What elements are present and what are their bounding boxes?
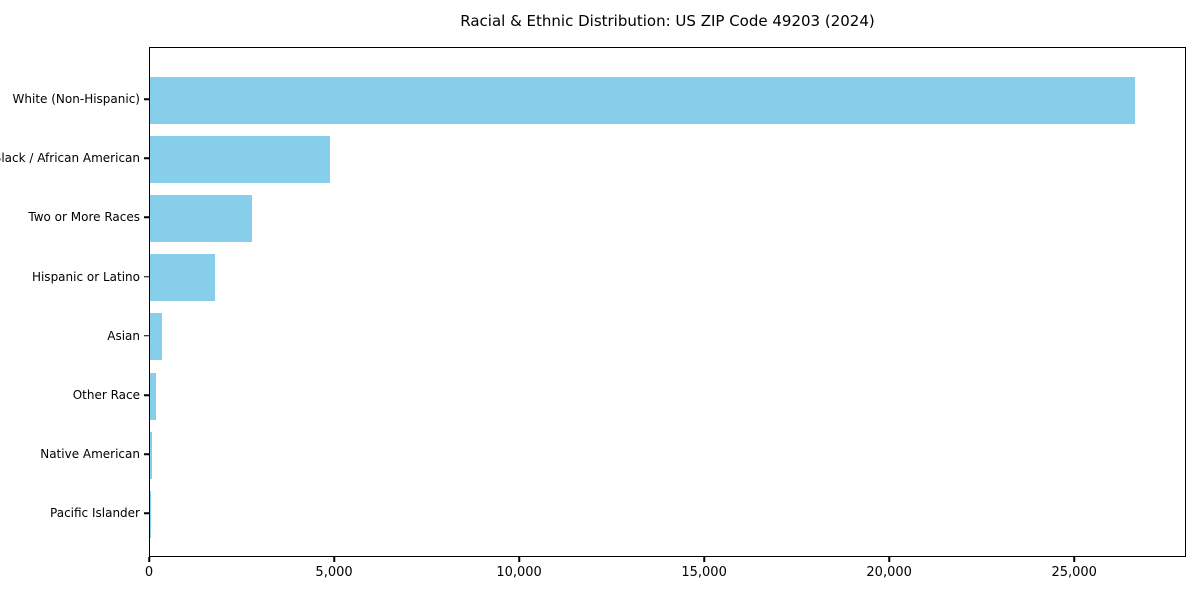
bar-hispanic-or-latino: [150, 254, 215, 302]
chart-title: Racial & Ethnic Distribution: US ZIP Cod…: [460, 12, 875, 30]
y-tick-mark: [144, 98, 149, 100]
x-tick-mark: [518, 557, 520, 562]
y-label-other-race: Other Race: [72, 388, 140, 402]
x-tick-label: 20,000: [866, 565, 912, 580]
x-tick-label: 25,000: [1051, 565, 1097, 580]
x-axis: 0 5,000 10,000 15,000 20,000 25,000: [145, 557, 1186, 597]
y-label-asian: Asian: [107, 328, 140, 343]
y-tick-mark: [144, 157, 149, 159]
y-label-native-american: Native American: [40, 447, 140, 462]
x-tick-label: 15,000: [681, 565, 727, 580]
bar-asian: [150, 313, 162, 361]
x-tick-label: 0: [144, 565, 154, 580]
plot-area: [149, 47, 1186, 557]
y-label-pacific-islander: Pacific Islander: [50, 506, 140, 521]
x-tick-mark: [1073, 557, 1075, 562]
y-tick-mark: [144, 335, 149, 337]
y-label-hispanic-or-latino: Hispanic or Latino: [31, 269, 140, 284]
y-axis-labels: White (Non-Hispanic) Black / African Amer…: [0, 47, 140, 557]
y-tick-mark: [144, 394, 149, 396]
bar-white-non-hispanic: [150, 76, 1135, 124]
y-tick-mark: [144, 275, 149, 278]
y-label-white-non-hispanic: White (Non-Hispanic): [12, 92, 140, 106]
bar-pacific-islander: [150, 490, 151, 538]
y-label-black-african-american: Black / African American: [0, 151, 140, 166]
y-tick-mark: [144, 216, 149, 219]
bar-black-african-american: [150, 135, 330, 183]
bar-native-american: [150, 431, 152, 479]
x-tick-label: 10,000: [496, 565, 542, 580]
x-tick-mark: [148, 557, 150, 562]
y-label-two-or-more-races: Two or More Races: [28, 210, 140, 225]
y-tick-mark: [144, 453, 149, 455]
y-tick-mark: [144, 512, 149, 515]
x-tick-mark: [333, 557, 335, 562]
x-tick-mark: [888, 557, 890, 562]
bar-other-race: [150, 372, 156, 420]
x-tick-mark: [703, 557, 705, 562]
bar-two-or-more-races: [150, 194, 252, 242]
x-tick-label: 5,000: [315, 565, 353, 580]
